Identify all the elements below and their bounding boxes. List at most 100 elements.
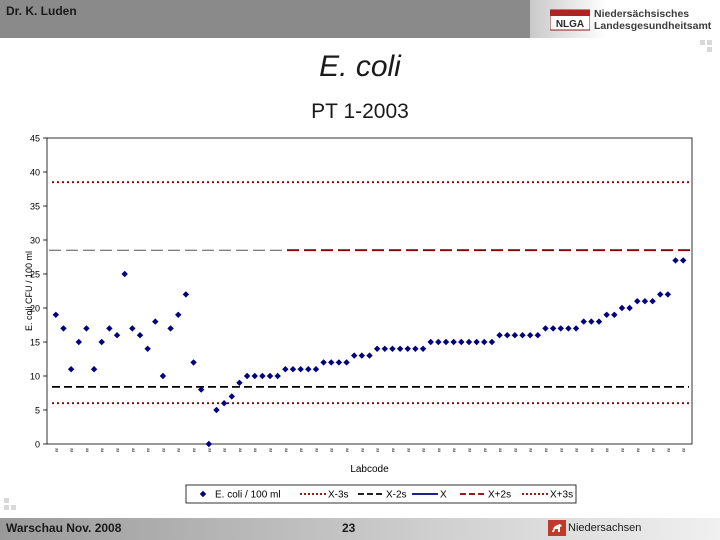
data-point-marker: [366, 352, 373, 359]
data-point-marker: [542, 325, 549, 332]
data-point-marker: [98, 338, 105, 346]
data-point-marker: [603, 311, 610, 318]
data-point-marker: [626, 304, 633, 312]
y-tick-label: 45: [30, 134, 40, 144]
x-tick-label: nr: [345, 448, 350, 453]
x-tick-label: nr: [651, 448, 656, 453]
data-point-marker: [175, 311, 182, 318]
y-tick-label: 40: [30, 168, 40, 178]
x-tick-label: nr: [69, 448, 74, 453]
data-point-marker: [67, 366, 75, 373]
header-dark-band: [0, 0, 530, 38]
data-point-marker: [266, 372, 274, 380]
data-point-marker: [243, 372, 251, 380]
x-tick-label: nr: [390, 448, 395, 453]
data-point-marker: [236, 379, 243, 386]
x-tick-label: nr: [666, 448, 671, 453]
plot-area: [46, 137, 693, 445]
nlga-logo: NLGA: [550, 9, 590, 31]
data-point-marker: [52, 311, 60, 318]
x-tick-label: nr: [146, 448, 151, 453]
data-point-marker: [481, 338, 488, 346]
page-number: 23: [342, 521, 356, 535]
page-title: E. coli: [319, 50, 401, 83]
data-point-marker: [526, 332, 534, 339]
legend-marker: [199, 490, 207, 498]
data-point-marker: [664, 291, 672, 298]
x-tick-label: nr: [543, 448, 548, 453]
data-point-marker: [473, 338, 480, 346]
data-point-marker: [228, 393, 235, 400]
x-tick-label: nr: [115, 448, 120, 453]
data-point-marker: [557, 325, 564, 332]
x-tick-label: nr: [253, 448, 258, 453]
x-tick-label: nr: [467, 448, 472, 453]
data-point-marker: [588, 318, 595, 325]
y-tick-label: 25: [30, 270, 40, 280]
data-point-marker: [213, 406, 220, 414]
data-point-marker: [297, 366, 304, 373]
y-tick-label: 5: [35, 406, 40, 416]
data-point-marker: [634, 298, 641, 305]
x-tick-label: nr: [498, 448, 503, 453]
data-point-marker: [289, 366, 297, 373]
data-point-marker: [435, 338, 442, 346]
y-tick-label: 35: [30, 202, 40, 212]
x-tick-label: nr: [482, 448, 487, 453]
org-name-line1: Niedersächsisches: [594, 8, 690, 20]
legend-label: X: [440, 490, 447, 501]
data-point-marker: [611, 311, 618, 318]
data-point-marker: [251, 372, 258, 380]
data-point-marker: [129, 325, 136, 332]
x-tick-label: nr: [605, 448, 610, 453]
data-point-marker: [595, 318, 603, 325]
x-tick-label: nr: [130, 448, 135, 453]
data-point-marker: [159, 372, 167, 380]
legend-label: E. coli / 100 ml: [215, 490, 281, 501]
data-point-marker: [419, 345, 427, 352]
data-point-marker: [358, 352, 366, 359]
data-point-marker: [465, 338, 473, 346]
data-point-marker: [511, 332, 519, 339]
x-tick-label: nr: [161, 448, 166, 453]
data-point-marker: [412, 345, 419, 352]
x-tick-label: nr: [283, 448, 288, 453]
data-point-marker: [343, 359, 350, 366]
data-point-marker: [396, 345, 404, 352]
data-point-marker: [458, 338, 465, 346]
x-tick-label: nr: [513, 448, 518, 453]
footer-state-label: Niedersachsen: [568, 522, 642, 534]
data-point-marker: [381, 345, 389, 352]
data-point-marker: [182, 291, 190, 298]
y-tick-label: 30: [30, 236, 40, 246]
data-point-marker: [190, 359, 197, 366]
data-point-marker: [106, 325, 113, 332]
data-point-marker: [274, 372, 281, 380]
x-tick-label: nr: [620, 448, 625, 453]
data-point-marker: [305, 366, 312, 373]
x-tick-label: nr: [436, 448, 441, 453]
data-point-marker: [350, 352, 358, 359]
ecoli-scatter-chart: 0 5 10 15 20 25 30 35 40 45 E. coli CFU / 100 ml nr…: [24, 134, 693, 504]
data-point-marker: [90, 366, 98, 373]
data-point-marker: [197, 386, 205, 393]
x-tick-label: nr: [84, 448, 89, 453]
data-point-marker: [167, 325, 174, 332]
x-tick-label: nr: [222, 448, 227, 453]
data-point-marker: [549, 325, 557, 332]
data-point-marker: [144, 345, 151, 352]
data-point-marker: [679, 257, 687, 264]
org-name: Niedersächsisches Landesgesundheitsamt: [594, 8, 711, 32]
legend-label: X-2s: [386, 490, 407, 501]
data-point-marker: [220, 400, 228, 407]
data-point-marker: [113, 332, 121, 339]
org-name-line2: Landesgesundheitsamt: [594, 20, 712, 32]
data-point-marker: [335, 359, 343, 366]
y-tick-label: 0: [35, 440, 40, 450]
data-point-marker: [442, 338, 450, 346]
x-tick-label: nr: [268, 448, 273, 453]
data-point-marker: [60, 325, 67, 332]
y-tick-label: 10: [30, 372, 40, 382]
data-point-marker: [572, 325, 580, 332]
x-tick-label: nr: [406, 448, 411, 453]
